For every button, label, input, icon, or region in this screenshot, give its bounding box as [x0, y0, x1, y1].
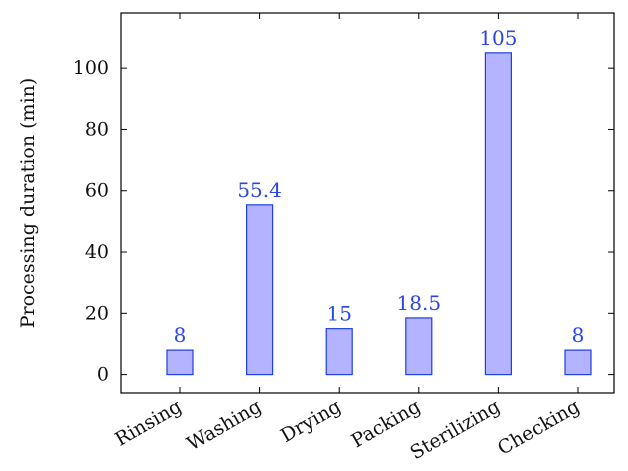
y-tick-label: 40: [85, 241, 109, 263]
x-tick-label: Rinsing: [111, 395, 185, 450]
y-tick-label: 80: [85, 118, 109, 140]
data-labels: 8 55.4 15 18.5 105 8: [174, 26, 585, 347]
bar-packing: [405, 317, 433, 376]
plot-frame: [120, 12, 615, 394]
data-label: 105: [479, 26, 517, 50]
x-tick-label: Drying: [277, 395, 345, 447]
data-label: 15: [326, 302, 351, 326]
x-tick-label: Sterilizing: [407, 395, 504, 464]
y-tick-label: 0: [97, 364, 109, 386]
bar-washing: [246, 204, 274, 376]
bars: [166, 52, 592, 376]
data-label: 55.4: [237, 178, 282, 202]
data-label: 18.5: [397, 291, 442, 315]
y-tick-label: 20: [85, 302, 109, 324]
bar-rinsing: [166, 349, 194, 376]
y-tick-label: 100: [73, 57, 109, 79]
bar-sterilizing: [484, 52, 512, 376]
bar-checking: [564, 349, 592, 376]
y-tick-label: 60: [85, 180, 109, 202]
data-label: 8: [572, 323, 585, 347]
x-tick-label: Checking: [494, 395, 584, 459]
y-axis-label: Processing duration (min): [17, 78, 39, 329]
data-label: 8: [174, 323, 187, 347]
x-tick-label: Washing: [183, 395, 265, 455]
bar-drying: [325, 328, 353, 376]
y-axis: 0 20 40 60 80 100: [73, 57, 614, 386]
